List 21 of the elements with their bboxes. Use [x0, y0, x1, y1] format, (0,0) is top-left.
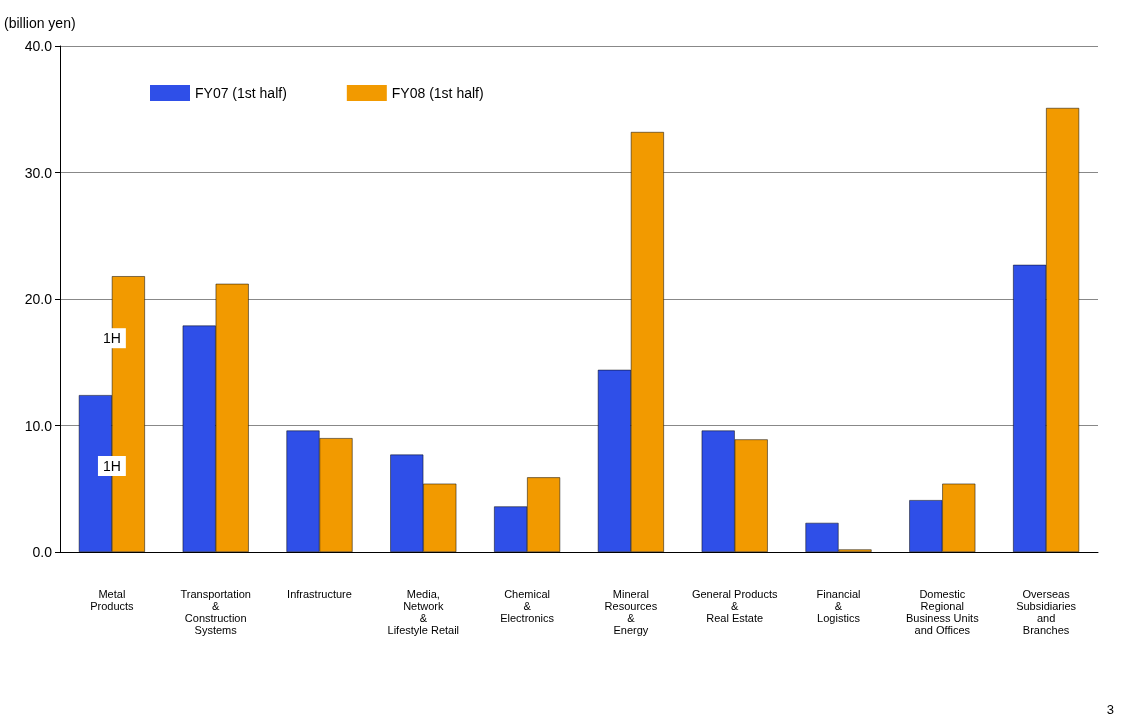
- x-tick-label: General Products & Real Estate: [691, 588, 778, 624]
- x-tick-label: Transportation & Construction Systems: [180, 588, 251, 636]
- x-tick-label: Domestic Regional Business Units and Offices: [905, 588, 980, 636]
- x-tick-label: Overseas Subsidiaries and Branches: [1016, 588, 1077, 636]
- annotation: 1H: [102, 457, 121, 474]
- y-axis-title: (billion yen): [4, 15, 76, 31]
- annotation: 1H: [102, 330, 121, 347]
- y-tick-label: 10.0: [24, 417, 53, 434]
- x-tick-label: Mineral Resources & Energy: [604, 588, 658, 636]
- x-tick-label: Metal Products: [90, 588, 135, 612]
- y-tick-label: 30.0: [24, 164, 53, 181]
- y-tick-label: 20.0: [24, 291, 53, 307]
- y-tick-label: 40.0: [24, 38, 53, 54]
- legend-label: FY08 (1st half): [391, 85, 484, 101]
- text: 3: [1106, 702, 1114, 717]
- y-tick-label: 0.0: [32, 544, 53, 560]
- x-tick-label: Chemical & Electronics: [500, 588, 555, 624]
- legend-label: FY07 (1st half): [195, 85, 287, 101]
- x-tick-label: Media, Network & Lifestyle Retail: [387, 588, 460, 636]
- x-tick-label: Financial & Logistics: [816, 588, 861, 624]
- x-tick-label: Infrastructure: [287, 588, 352, 600]
